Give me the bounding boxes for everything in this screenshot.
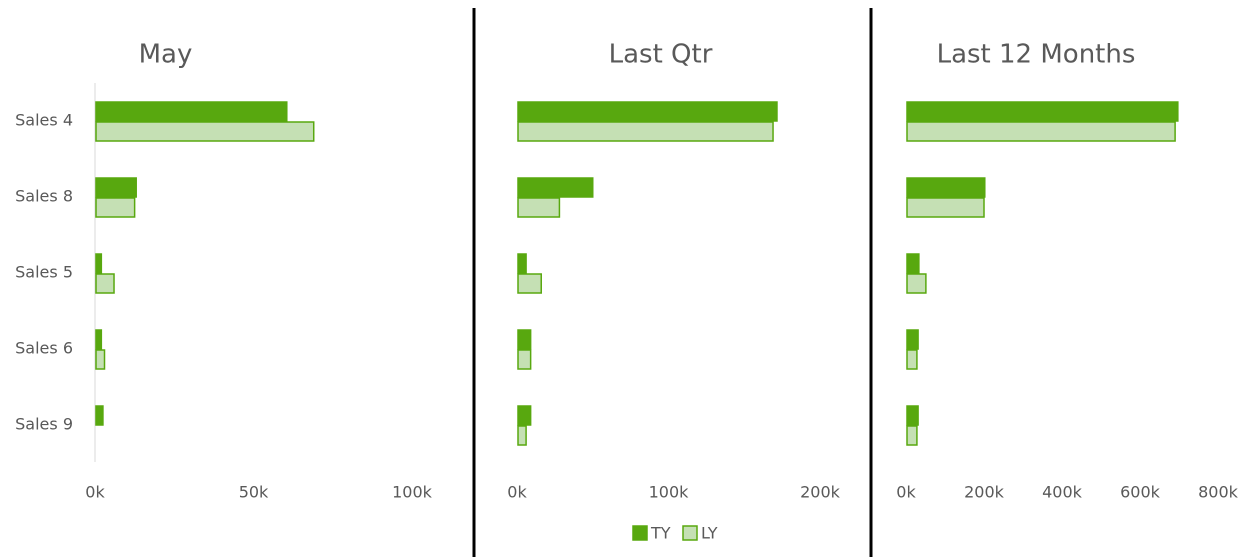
x-tick-label: 100k	[392, 483, 433, 502]
bar	[906, 329, 919, 350]
bar	[517, 329, 532, 350]
chart-title: Last Qtr	[609, 40, 713, 70]
x-tick-label: 200k	[964, 483, 1005, 502]
bar	[906, 253, 920, 274]
bar	[906, 425, 918, 446]
chart-title: Last 12 Months	[937, 40, 1136, 70]
bar	[517, 197, 561, 218]
bar	[906, 197, 985, 218]
bar	[95, 329, 103, 350]
x-tick-label: 100k	[649, 483, 690, 502]
y-tick-label: Sales 9	[15, 415, 73, 434]
bar	[95, 349, 106, 370]
bar	[906, 405, 919, 426]
bar	[517, 253, 527, 274]
bar	[906, 101, 1179, 122]
y-tick-label: Sales 5	[15, 263, 73, 282]
bar	[906, 349, 918, 370]
x-tick-label: 800k	[1198, 483, 1239, 502]
bar	[517, 101, 778, 122]
bar	[517, 349, 532, 370]
x-tick-label: 0k	[85, 483, 105, 502]
x-tick-label: 400k	[1042, 483, 1083, 502]
bar	[906, 177, 986, 198]
y-tick-label: Sales 4	[15, 111, 73, 130]
legend-label: LY	[701, 524, 718, 543]
chart-title: May	[139, 40, 193, 70]
bar	[517, 121, 774, 142]
x-tick-label: 0k	[507, 483, 527, 502]
bar	[95, 177, 137, 198]
bar	[95, 101, 288, 122]
x-tick-label: 600k	[1120, 483, 1161, 502]
x-tick-label: 0k	[896, 483, 916, 502]
bar	[517, 425, 527, 446]
bar	[517, 405, 532, 426]
bar	[906, 273, 927, 294]
bar	[95, 273, 115, 294]
x-tick-label: 200k	[800, 483, 841, 502]
bar	[906, 121, 1176, 142]
legend-swatch	[632, 525, 648, 541]
bar	[95, 405, 104, 426]
bar	[517, 273, 542, 294]
x-tick-label: 50k	[239, 483, 269, 502]
bar	[517, 177, 594, 198]
legend-label: TY	[650, 524, 671, 543]
bar	[95, 253, 103, 274]
legend-swatch	[682, 525, 698, 541]
y-tick-label: Sales 8	[15, 187, 73, 206]
bar	[95, 121, 315, 142]
y-tick-label: Sales 6	[15, 339, 73, 358]
bar	[95, 197, 136, 218]
